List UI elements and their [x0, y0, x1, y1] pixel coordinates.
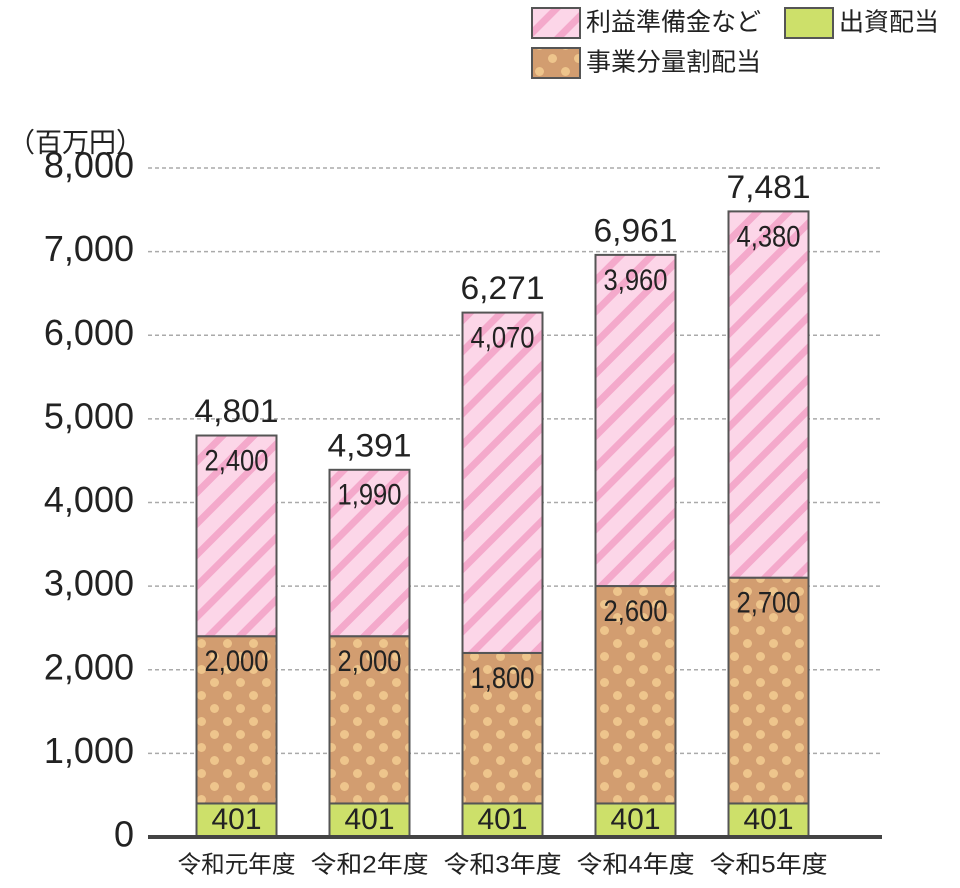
- bar-segment: [594, 253, 677, 588]
- bar-segment: [727, 576, 810, 805]
- y-tick-label: 3,000: [44, 563, 134, 604]
- legend-swatch: [784, 7, 834, 39]
- value-label: 1,800: [471, 662, 535, 695]
- value-label: 4,380: [737, 220, 801, 253]
- bar-segment: [195, 802, 278, 838]
- value-label: 1,990: [338, 479, 402, 512]
- bar-segment: [727, 210, 810, 579]
- x-tick-label: 令和2年度: [311, 851, 429, 878]
- x-tick-label: 令和3年度: [444, 851, 562, 878]
- total-label: 4,391: [328, 427, 412, 463]
- value-label: 2,400: [205, 444, 269, 477]
- total-label: 6,271: [461, 270, 545, 306]
- bar-segment: [594, 585, 677, 805]
- bar-segment: [328, 468, 411, 638]
- total-label: 4,801: [195, 393, 279, 429]
- x-tick-label: 令和元年度: [178, 851, 296, 878]
- unit-label: （百万円）: [8, 128, 143, 158]
- y-tick-label: 0: [114, 814, 134, 855]
- value-label: 2,000: [205, 645, 269, 678]
- y-tick-label: 2,000: [44, 646, 134, 687]
- value-label: 401: [744, 803, 794, 836]
- y-tick-label: 4,000: [44, 479, 134, 520]
- value-label: 401: [212, 803, 262, 836]
- y-tick-label: 8,000: [44, 145, 134, 186]
- value-label: 2,600: [604, 595, 668, 628]
- total-label: 6,961: [594, 212, 678, 248]
- value-label: 401: [478, 803, 528, 836]
- bar-segment: [328, 802, 411, 838]
- legend-label: 利益準備金など: [586, 9, 761, 37]
- x-tick-label: 令和4年度: [577, 851, 695, 878]
- value-label: 2,700: [737, 587, 801, 620]
- y-tick-label: 7,000: [44, 228, 134, 269]
- y-tick-label: 5,000: [44, 395, 134, 436]
- bar-segment: [461, 311, 544, 654]
- y-tick-label: 6,000: [44, 312, 134, 353]
- legend-swatch: [531, 47, 581, 79]
- value-label: 3,960: [604, 264, 668, 297]
- bar-segment: [195, 635, 278, 805]
- legend-label: 事業分量割配当: [586, 49, 761, 77]
- y-tick-label: 1,000: [44, 730, 134, 771]
- value-label: 2,000: [338, 645, 402, 678]
- value-label: 401: [611, 803, 661, 836]
- bar-segment: [195, 434, 278, 638]
- legend-label: 出資配当: [839, 9, 939, 37]
- x-tick-label: 令和5年度: [710, 851, 828, 878]
- total-label: 7,481: [727, 169, 811, 205]
- value-label: 401: [345, 803, 395, 836]
- bar-segment: [328, 635, 411, 805]
- legend-swatch: [531, 7, 581, 39]
- value-label: 4,070: [471, 322, 535, 355]
